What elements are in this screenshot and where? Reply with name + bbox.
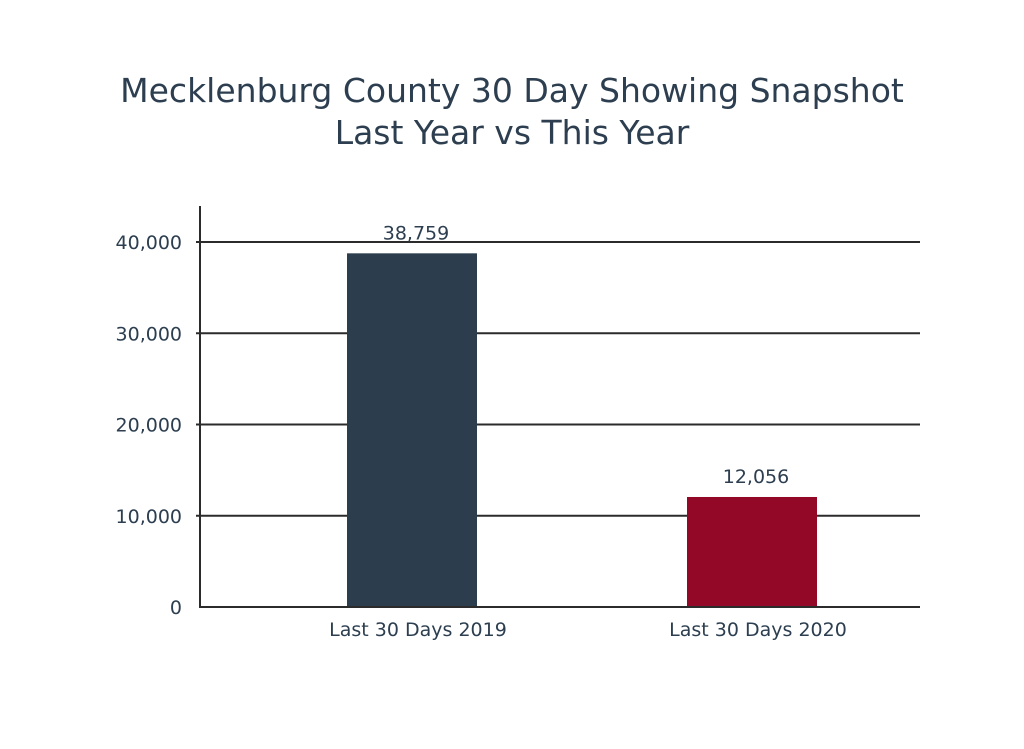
chart-title-block: Mecklenburg County 30 Day Showing Snapsh… — [0, 70, 1024, 154]
y-tick-label: 0 — [170, 597, 182, 619]
bar-1 — [347, 253, 477, 607]
y-tick-label: 30,000 — [116, 323, 182, 345]
data-label-2: 12,056 — [723, 466, 789, 488]
bars — [347, 253, 817, 607]
gridlines — [196, 241, 920, 517]
category-label-1: Last 30 Days 2019 — [329, 619, 507, 641]
data-label-1: 38,759 — [383, 222, 449, 244]
y-tick-label: 40,000 — [116, 232, 182, 254]
axes — [199, 206, 920, 608]
y-tick-label: 20,000 — [116, 415, 182, 437]
labels: 0 10,000 20,000 30,000 40,000 38,759 Last 30 D… — [116, 222, 847, 641]
chart-title: Mecklenburg County 30 Day Showing Snapsh… — [120, 71, 904, 110]
y-tick-label: 10,000 — [116, 506, 182, 528]
bar-2 — [687, 496, 817, 607]
chart-subtitle: Last Year vs This Year — [334, 113, 690, 152]
category-label-2: Last 30 Days 2020 — [669, 619, 847, 641]
